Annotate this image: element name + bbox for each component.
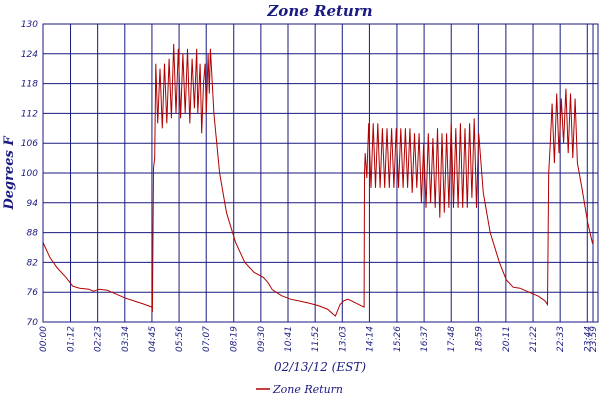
y-tick-label: 70 [27, 318, 39, 328]
y-tick-label: 100 [21, 169, 38, 179]
x-tick-label: 04:45 [148, 326, 158, 352]
x-tick-label: 07:07 [202, 326, 212, 352]
y-axis-label: Degrees F [2, 136, 17, 211]
y-tick-label: 82 [27, 258, 39, 268]
x-tick-label: 14:14 [365, 326, 375, 352]
y-tick-label: 94 [27, 199, 39, 209]
x-tick-label: 01:12 [67, 326, 77, 352]
series-line-zone-return [42, 43, 594, 317]
x-tick-label: 09:30 [257, 326, 267, 352]
x-tick-label: 23:59 [589, 326, 599, 352]
x-tick-label: 21:22 [529, 326, 539, 352]
x-tick-label: 13:03 [338, 326, 348, 352]
x-tick-label: 18:59 [474, 326, 484, 352]
y-tick-label: 118 [21, 80, 38, 90]
x-tick-label: 16:37 [420, 326, 430, 352]
legend-label: Zone Return [272, 383, 343, 396]
x-axis-label: 02/13/12 (EST) [274, 360, 366, 374]
x-tick-label: 05:56 [175, 326, 185, 352]
x-tick-label: 02:23 [94, 326, 104, 352]
x-tick-label: 08:19 [230, 326, 240, 352]
y-tick-label: 76 [27, 288, 39, 298]
plot-frame [42, 23, 599, 323]
x-tick-label: 17:48 [447, 326, 457, 352]
legend: Zone Return [256, 383, 343, 396]
y-tick-label: 112 [21, 109, 38, 119]
y-tick-label: 130 [21, 20, 38, 30]
x-tick-label: 20:11 [502, 326, 512, 352]
x-tick-label: 10:41 [284, 326, 294, 352]
y-tick-label: 124 [21, 50, 38, 60]
chart-title: Zone Return [266, 2, 372, 20]
x-tick-label: 22:33 [556, 326, 566, 352]
y-tick-label: 88 [27, 229, 39, 239]
y-axis-ticks: 70 76 82 88 94 100 106 112 118 124 130 [21, 20, 38, 328]
x-tick-label: 03:34 [121, 326, 131, 352]
x-tick-label: 15:26 [393, 326, 403, 352]
y-tick-label: 106 [21, 139, 38, 149]
x-axis-ticks: 00:00 01:12 02:23 03:34 04:45 05:56 07:07 08:19… [39, 326, 599, 352]
series-layer [42, 43, 594, 317]
x-tick-label: 23:44 [583, 326, 593, 352]
x-tick-label: 00:00 [39, 326, 49, 352]
x-tick-label: 11:52 [311, 326, 321, 352]
